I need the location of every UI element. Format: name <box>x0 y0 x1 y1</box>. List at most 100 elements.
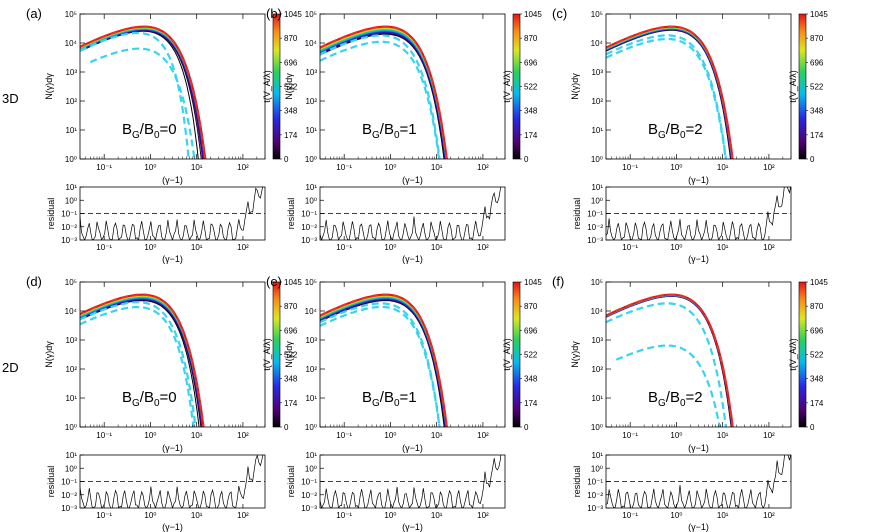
y-tick-label: 10² <box>591 97 603 106</box>
spectrum-curve <box>80 294 205 427</box>
colorbar <box>798 13 807 160</box>
colorbar-tick-label: 870 <box>810 302 824 311</box>
residual-y-tick-label: 10¹ <box>65 451 77 460</box>
residual-curve <box>320 187 501 240</box>
dashed-cyan-1 <box>320 34 441 159</box>
y-tick-label: 10⁵ <box>305 10 317 19</box>
residual-y-tick-label: 10⁰ <box>591 464 603 473</box>
final-fit-dashed-line <box>80 25 207 159</box>
spectra-group <box>606 25 734 159</box>
residual-y-tick-label: 10⁰ <box>305 196 317 205</box>
x-axis-label: (γ−1) <box>688 175 709 185</box>
y-tick-label: 10⁴ <box>65 39 78 48</box>
residual-y-tick-label: 10⁰ <box>65 196 77 205</box>
residual-y-tick-label: 10⁰ <box>591 196 603 205</box>
annotation-part: 0 <box>154 130 160 141</box>
colorbar-tick-label: 870 <box>524 34 538 43</box>
spectrum-curve <box>80 29 205 159</box>
x-tick-label: 10¹ <box>717 431 729 440</box>
residual-x-tick-label: 10⁰ <box>144 243 156 252</box>
colorbar-tick-label: 0 <box>524 155 529 164</box>
residual-x-tick-label: 10⁰ <box>670 511 682 520</box>
x-tick-label: 10¹ <box>431 163 443 172</box>
annotation-part: =1 <box>400 121 417 138</box>
y-axis-label: N(γ)dγ <box>570 341 580 368</box>
annotation-part: B <box>122 389 132 406</box>
y-tick-label: 10² <box>65 97 77 106</box>
x-tick-label: 10⁻¹ <box>336 431 352 440</box>
field-ratio-annotation: BG/B0=1 <box>362 389 417 409</box>
spectrum-curve <box>606 29 732 159</box>
y-tick-label: 10⁴ <box>591 307 604 316</box>
y-tick-label: 10³ <box>65 68 77 77</box>
residual-y-tick-label: 10⁻² <box>587 223 603 232</box>
residual-x-tick-label: 10⁰ <box>384 511 396 520</box>
annotation-part: G <box>132 130 140 141</box>
dashed-cyan-1 <box>80 306 195 427</box>
colorbar-tick-label: 522 <box>810 351 824 360</box>
spectrum-curve <box>80 28 206 159</box>
colorbar-tick-label: 348 <box>524 107 538 116</box>
residual-y-tick-label: 10¹ <box>65 183 77 192</box>
spectrum-curve <box>80 295 204 427</box>
residual-x-tick-label: 10⁻¹ <box>622 243 638 252</box>
x-tick-label: 10¹ <box>191 163 203 172</box>
dashed-cyan-2 <box>320 305 441 427</box>
dashed-cyan-2 <box>89 47 196 159</box>
colorbar-tick-label: 348 <box>810 375 824 384</box>
x-axis-label: (γ−1) <box>402 443 423 453</box>
annotation-part: G <box>372 130 380 141</box>
y-tick-label: 10¹ <box>305 394 317 403</box>
colorbar-tick-label: 174 <box>810 399 824 408</box>
colorbar-label: t(V_A/λ) <box>788 70 798 103</box>
spectra-group <box>320 293 448 427</box>
field-ratio-annotation: BG/B0=2 <box>648 121 703 141</box>
residual-y-tick-label: 10⁻¹ <box>301 478 317 487</box>
final-fit-dashed-line <box>606 25 734 159</box>
spectrum-curve <box>320 299 446 427</box>
colorbar-tick-label: 522 <box>524 351 538 360</box>
final-fit-dashed-line <box>320 25 448 159</box>
colorbar-tick-label: 696 <box>524 58 538 67</box>
spectrum-curve <box>320 33 446 159</box>
x-tick-label: 10² <box>477 431 489 440</box>
spectrum-curve <box>80 28 206 159</box>
panel-label: (b) <box>266 6 282 21</box>
colorbar-tick-label: 696 <box>524 326 538 335</box>
row-label-3d: 3D <box>2 91 19 106</box>
x-tick-label: 10² <box>763 163 775 172</box>
annotation-part: 0 <box>154 398 160 409</box>
annotation-part: G <box>658 398 666 409</box>
residual-y-tick-label: 10⁻¹ <box>61 210 77 219</box>
spectrum-curve <box>80 296 204 427</box>
y-tick-label: 10⁰ <box>591 423 603 432</box>
annotation-part: B <box>122 121 132 138</box>
residual-x-tick-label: 10¹ <box>191 511 203 520</box>
residual-y-tick-label: 10¹ <box>591 451 603 460</box>
spectrum-curve <box>80 296 204 427</box>
residual-y-tick-label: 10⁻² <box>61 223 77 232</box>
residual-x-tick-label: 10¹ <box>717 243 729 252</box>
spectra-group <box>80 293 205 427</box>
spectrum-curve <box>80 296 204 427</box>
residual-x-tick-label: 10⁰ <box>384 243 396 252</box>
annotation-part: /B <box>140 121 154 138</box>
dashed-cyan-1 <box>606 302 728 427</box>
residual-y-tick-label: 10⁻² <box>301 491 317 500</box>
residual-curve <box>606 455 791 508</box>
residual-y-tick-label: 10⁻³ <box>587 236 603 245</box>
residual-y-tick-label: 10⁻³ <box>301 236 317 245</box>
x-axis-label: (γ−1) <box>162 175 183 185</box>
residual-x-axis-label: (γ−1) <box>402 254 423 264</box>
y-tick-label: 10⁵ <box>591 278 603 287</box>
annotation-part: /B <box>140 389 154 406</box>
colorbar-tick-label: 0 <box>284 423 289 432</box>
y-tick-label: 10⁰ <box>65 423 77 432</box>
colorbar-tick-label: 174 <box>524 131 538 140</box>
y-tick-label: 10⁰ <box>305 155 317 164</box>
spectrum-curve <box>80 29 205 159</box>
y-tick-label: 10⁰ <box>591 155 603 164</box>
annotation-part: =2 <box>686 389 703 406</box>
x-tick-label: 10² <box>477 163 489 172</box>
colorbar-label: t(V_A/λ) <box>262 70 272 103</box>
